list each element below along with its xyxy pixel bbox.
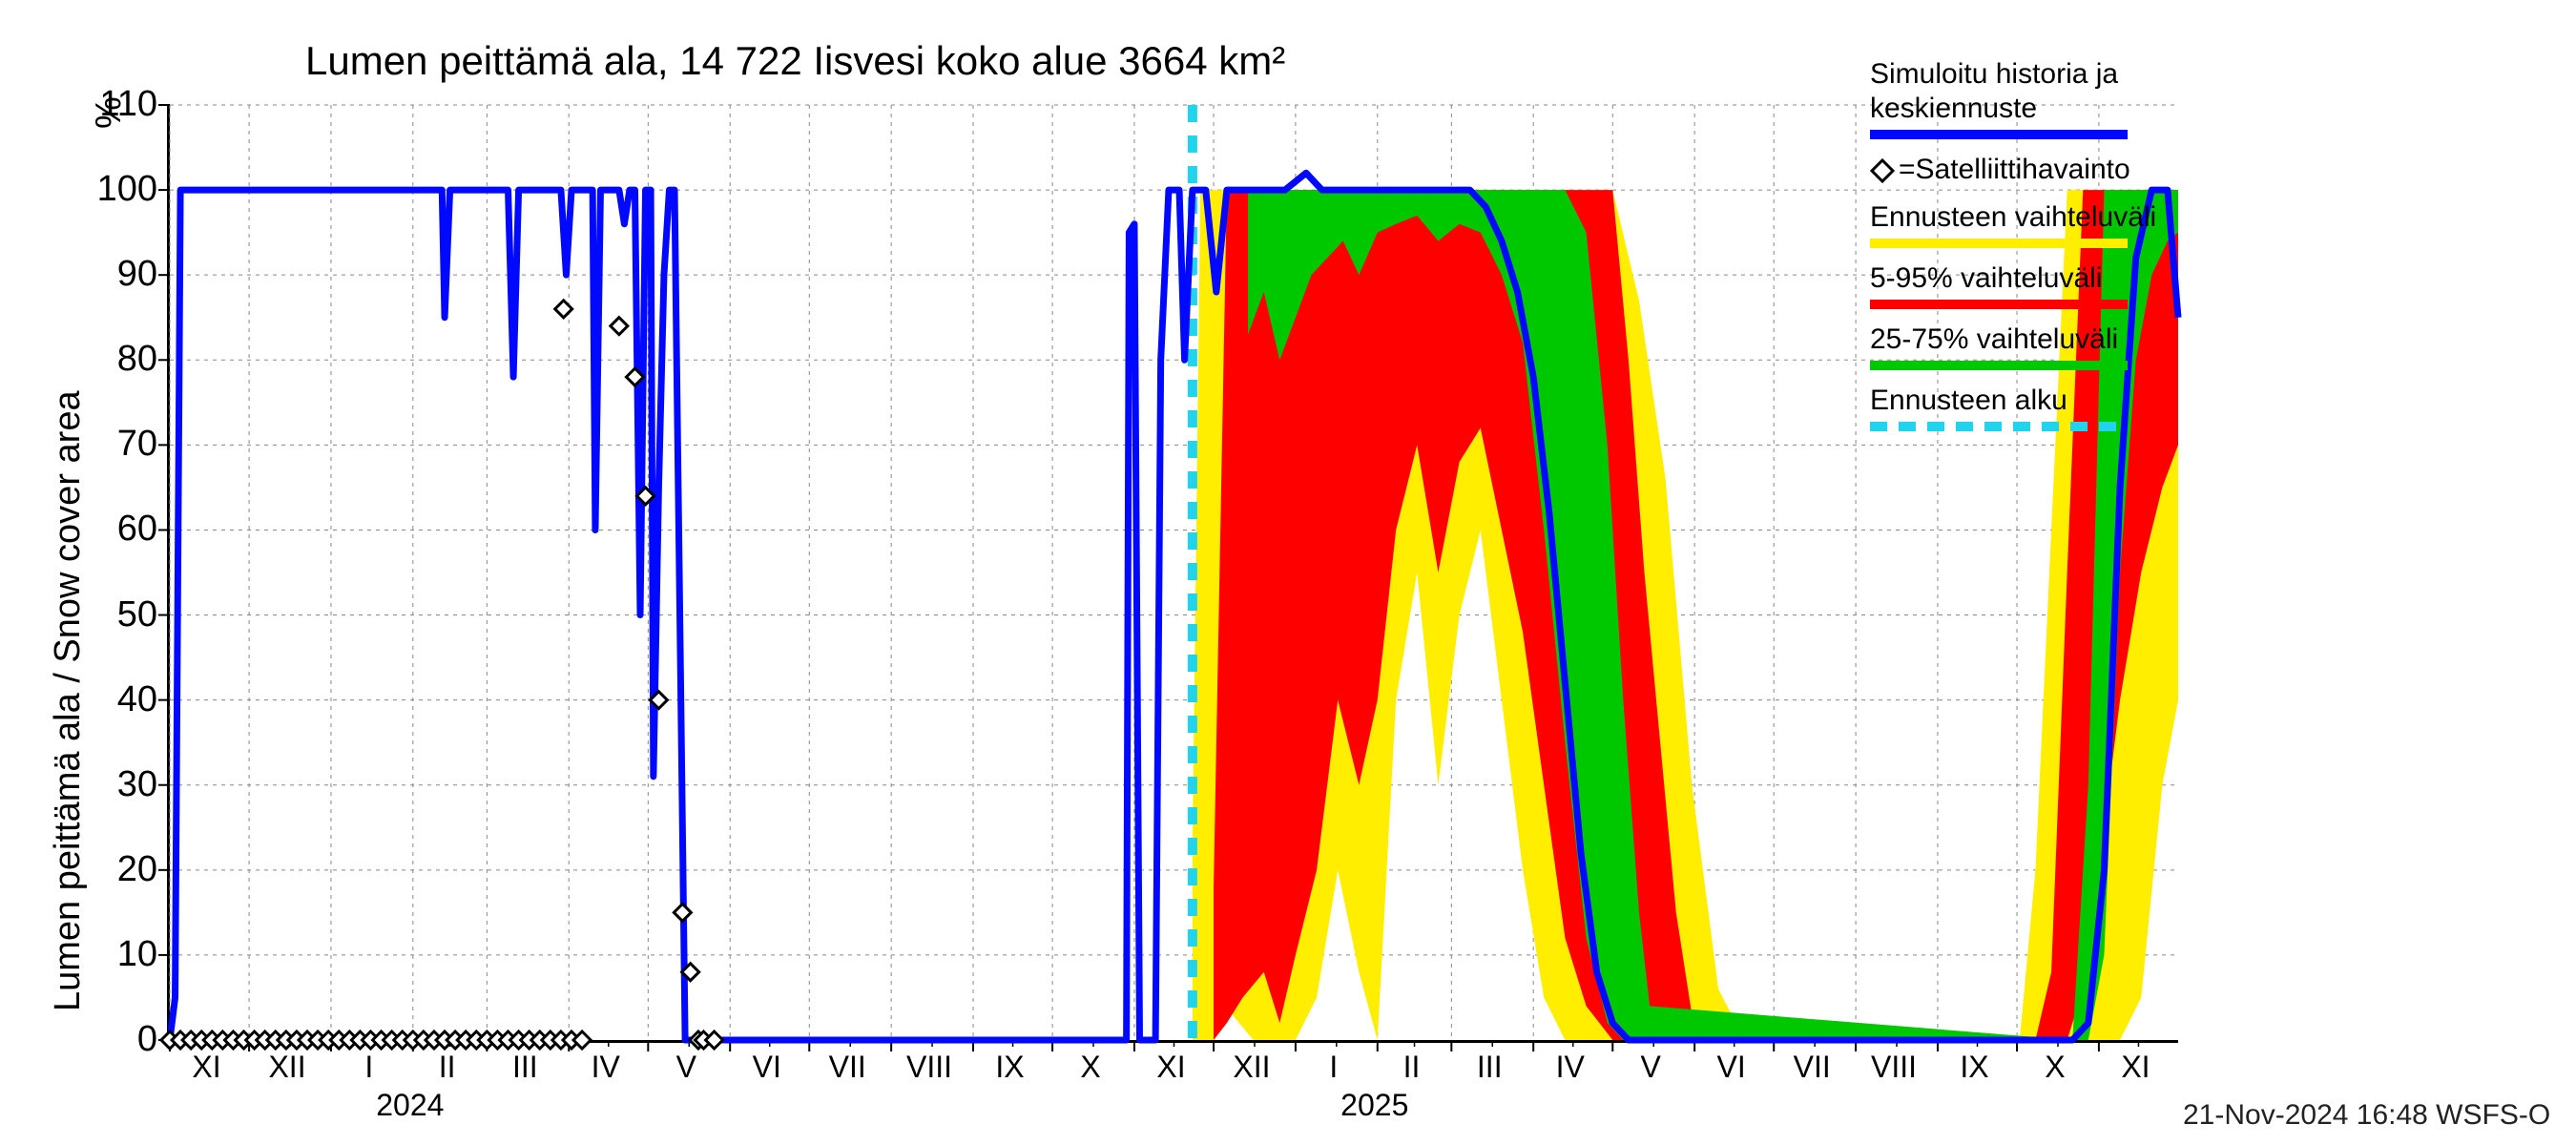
- x-tick-month: XII: [268, 1050, 305, 1085]
- x-tick-month: I: [1329, 1050, 1338, 1085]
- y-tick: 100: [91, 169, 157, 210]
- x-tick-month: VIII: [1871, 1050, 1917, 1085]
- x-tick-month: XII: [1233, 1050, 1270, 1085]
- x-tick-month: I: [364, 1050, 373, 1085]
- legend-item: 5-95% vaihteluväli: [1870, 261, 2156, 309]
- x-tick-year: 2025: [1340, 1088, 1408, 1123]
- x-tick-month: XI: [2121, 1050, 2150, 1085]
- y-tick: 40: [91, 679, 157, 720]
- y-axis-label: Lumen peittämä ala / Snow cover area: [48, 390, 89, 1011]
- y-tick: 90: [91, 254, 157, 295]
- x-tick-month: XI: [192, 1050, 220, 1085]
- x-tick-month: VII: [1794, 1050, 1831, 1085]
- x-tick-month: VI: [753, 1050, 781, 1085]
- legend: Simuloitu historia jakeskiennuste =Satell…: [1870, 57, 2156, 445]
- x-tick-year: 2024: [376, 1088, 444, 1123]
- x-tick-month: IX: [995, 1050, 1024, 1085]
- y-tick: 110: [91, 84, 157, 125]
- y-tick: 10: [91, 934, 157, 975]
- x-tick-month: VI: [1717, 1050, 1746, 1085]
- legend-item: Simuloitu historia jakeskiennuste: [1870, 57, 2156, 139]
- y-tick: 30: [91, 764, 157, 805]
- x-tick-month: III: [1477, 1050, 1503, 1085]
- footer-timestamp: 21-Nov-2024 16:48 WSFS-O: [2183, 1099, 2550, 1132]
- x-tick-month: IV: [592, 1050, 620, 1085]
- x-tick-month: VII: [829, 1050, 866, 1085]
- y-tick: 50: [91, 594, 157, 635]
- y-tick: 60: [91, 509, 157, 550]
- legend-item: =Satelliittihavainto: [1870, 153, 2156, 187]
- chart-container: Lumen peittämä ala, 14 722 Iisvesi koko …: [0, 0, 2576, 1145]
- x-tick-month: XI: [1156, 1050, 1185, 1085]
- chart-title: Lumen peittämä ala, 14 722 Iisvesi koko …: [305, 38, 1285, 84]
- legend-item: Ennusteen vaihteluväli: [1870, 200, 2156, 248]
- legend-item: Ennusteen alku: [1870, 384, 2156, 431]
- y-tick: 80: [91, 339, 157, 380]
- x-tick-month: X: [1080, 1050, 1100, 1085]
- x-tick-month: II: [439, 1050, 456, 1085]
- x-tick-month: V: [1641, 1050, 1661, 1085]
- y-tick: 20: [91, 849, 157, 890]
- legend-item: 25-75% vaihteluväli: [1870, 323, 2156, 370]
- y-tick: 0: [91, 1019, 157, 1060]
- x-tick-month: V: [676, 1050, 696, 1085]
- x-tick-month: III: [512, 1050, 538, 1085]
- x-tick-month: VIII: [906, 1050, 952, 1085]
- y-tick: 70: [91, 424, 157, 465]
- x-tick-month: II: [1403, 1050, 1421, 1085]
- x-tick-month: IX: [1960, 1050, 1988, 1085]
- x-tick-month: IV: [1556, 1050, 1585, 1085]
- x-tick-month: X: [2045, 1050, 2065, 1085]
